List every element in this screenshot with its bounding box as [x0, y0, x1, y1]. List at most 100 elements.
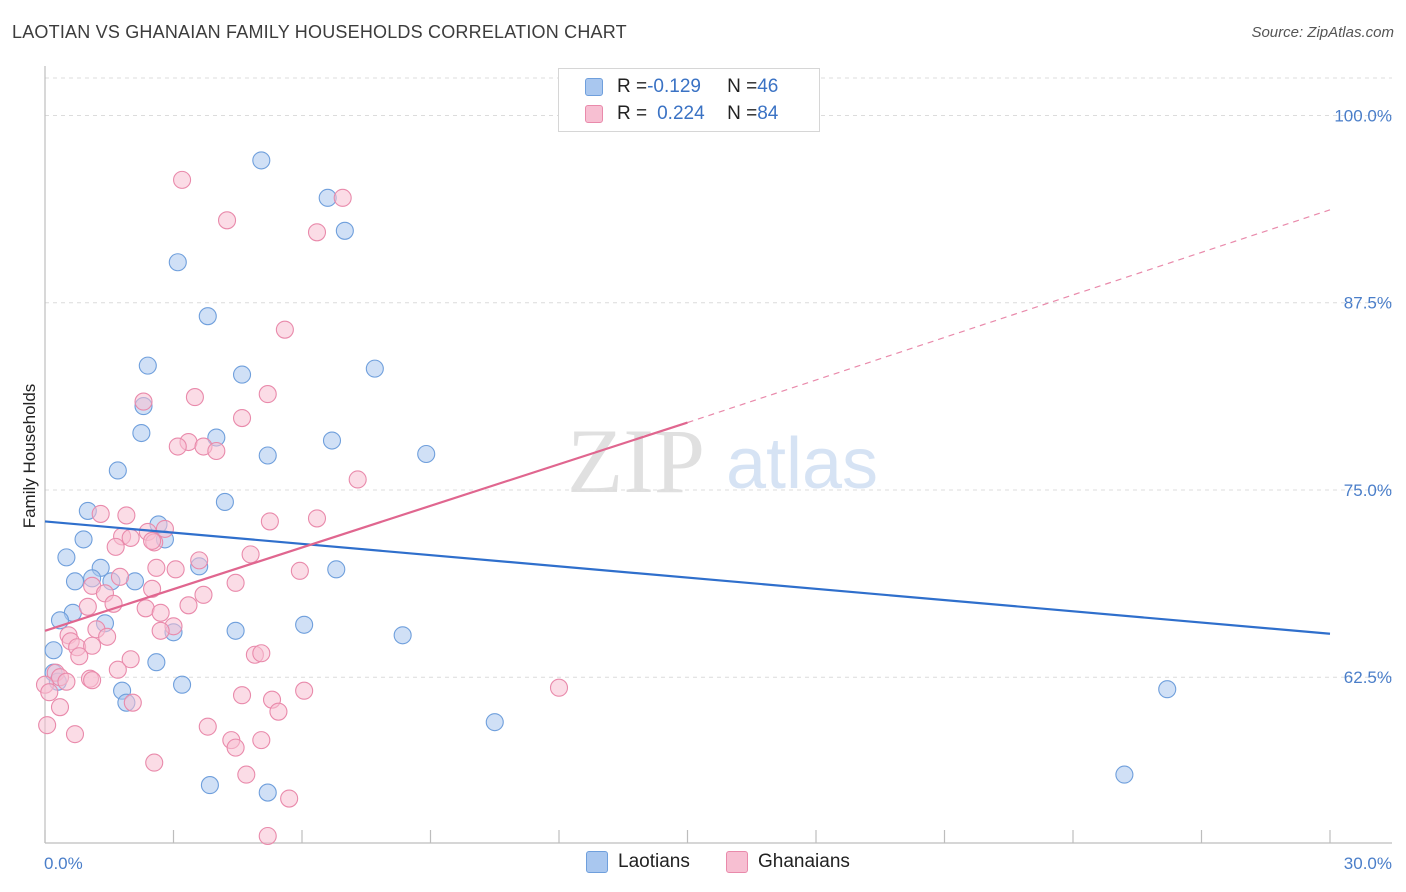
- chart-title: LAOTIAN VS GHANAIAN FAMILY HOUSEHOLDS CO…: [12, 22, 627, 42]
- ghanaian-point: [145, 753, 164, 772]
- laotian-point: [485, 713, 504, 732]
- ghanaians-points: [35, 170, 569, 846]
- ghanaian-point: [147, 558, 166, 577]
- laotian-point: [393, 626, 412, 645]
- laotian-point: [132, 423, 151, 443]
- y-tick-label: 62.5%: [1344, 668, 1392, 687]
- legend-n-value: 84: [757, 103, 779, 124]
- laotian-point: [147, 653, 166, 672]
- legend-n-label: N =: [727, 103, 758, 124]
- laotian-point: [252, 151, 271, 170]
- legend-n-label: N =: [727, 76, 758, 97]
- watermark: ZIP atlas: [567, 410, 878, 512]
- x-tick-label: 0.0%: [44, 854, 83, 873]
- ghanaian-point: [252, 644, 271, 663]
- laotian-point: [295, 615, 314, 634]
- laotian-point: [1158, 680, 1177, 699]
- axes: [44, 66, 1392, 844]
- ghanaian-point: [198, 717, 217, 736]
- laotian-point: [258, 446, 277, 465]
- laotian-point: [125, 572, 144, 591]
- legend-label-laotians: Laotians: [618, 851, 690, 872]
- ghanaian-point: [151, 603, 170, 622]
- ghanaian-point: [65, 725, 85, 744]
- laotian-point: [168, 253, 187, 272]
- legend-r-value: -0.129: [647, 76, 701, 97]
- tick-labels: 62.5% 75.0% 87.5% 100.0% 0.0% 30.0%: [44, 106, 1392, 873]
- y-tick-label: 100.0%: [1334, 106, 1392, 125]
- ghanaian-point: [173, 170, 192, 189]
- ghanaian-point: [348, 470, 367, 489]
- legend-item-laotians[interactable]: Laotians: [586, 851, 690, 873]
- ghanaian-point: [108, 660, 127, 679]
- y-axis-label: Family Households: [20, 384, 39, 529]
- ghanaian-point: [241, 545, 260, 564]
- ghanaian-point: [50, 698, 70, 717]
- ghanaian-point: [194, 585, 213, 604]
- laotian-point: [74, 530, 93, 549]
- ghanaian-point: [237, 765, 256, 784]
- laotian-point: [232, 365, 252, 384]
- ghanaian-point: [78, 597, 97, 616]
- ghanaian-point: [110, 567, 130, 586]
- laotian-point: [226, 621, 245, 640]
- ghanaian-point: [123, 693, 142, 712]
- ghanaian-point: [307, 223, 327, 242]
- ghanaian-point: [307, 509, 327, 528]
- laotian-point: [57, 548, 76, 567]
- ghanaian-point: [136, 599, 155, 618]
- ghanaian-point: [333, 188, 352, 207]
- ghanaian-point: [38, 716, 57, 735]
- ghanaian-point: [98, 627, 117, 646]
- legend-label-ghanaians: Ghanaians: [758, 851, 850, 872]
- legend-item-ghanaians[interactable]: Ghanaians: [726, 851, 850, 873]
- legend-r-label: R =: [617, 103, 648, 124]
- laotian-point: [173, 675, 192, 694]
- ghanaian-point: [40, 683, 59, 702]
- ghanaian-point: [190, 551, 209, 570]
- ghanaian-point: [121, 528, 140, 547]
- ghanaian-point: [57, 672, 76, 691]
- laotian-point: [365, 359, 384, 378]
- source-credit: Source: ZipAtlas.com: [1251, 24, 1394, 41]
- ghanaian-point: [143, 579, 162, 598]
- ghanaian-point: [226, 573, 245, 592]
- ghanaian-point: [121, 650, 140, 669]
- legend-swatch-laotians: [585, 78, 603, 96]
- ghanaian-point: [290, 561, 309, 580]
- ghanaian-point: [258, 826, 277, 846]
- ghanaian-point: [151, 621, 170, 640]
- legend-swatch-ghanaians: [585, 105, 603, 123]
- laotian-point: [138, 356, 157, 375]
- ghanaian-point: [280, 789, 299, 808]
- watermark-zip: ZIP: [567, 410, 705, 512]
- ghanaian-point: [70, 647, 89, 666]
- ghanaian-point: [232, 686, 252, 705]
- ghanaian-point: [295, 681, 314, 700]
- ghanaian-point: [143, 531, 162, 550]
- laotian-point: [215, 492, 234, 511]
- ghanaian-point: [207, 441, 226, 461]
- ghanaians-swatch: [726, 851, 748, 873]
- ghanaian-point: [166, 560, 185, 579]
- legend-row-ghanaians: R = 0.224 N = 84: [559, 101, 778, 127]
- ghanaian-point: [83, 636, 102, 655]
- ghanaian-point: [269, 702, 288, 721]
- laotian-point: [65, 572, 85, 591]
- legend-row-laotians: R = -0.129 N = 46: [559, 74, 778, 100]
- laotian-point: [322, 431, 342, 450]
- laotian-point: [108, 461, 127, 480]
- laotian-point: [417, 444, 436, 464]
- watermark-atlas: atlas: [726, 424, 878, 504]
- legend-n-value: 46: [757, 76, 779, 97]
- ghanaian-point: [83, 671, 102, 690]
- laotian-point: [1115, 765, 1134, 784]
- trend-lines: [44, 209, 1331, 635]
- ghanaian-point: [134, 392, 153, 411]
- ghanaian-point: [179, 596, 198, 615]
- laotian-point: [200, 776, 219, 795]
- laotian-point: [335, 221, 354, 240]
- x-tick-label: 30.0%: [1344, 854, 1392, 873]
- ghanaians-trend-line: [44, 421, 688, 632]
- ghanaian-point: [260, 512, 279, 531]
